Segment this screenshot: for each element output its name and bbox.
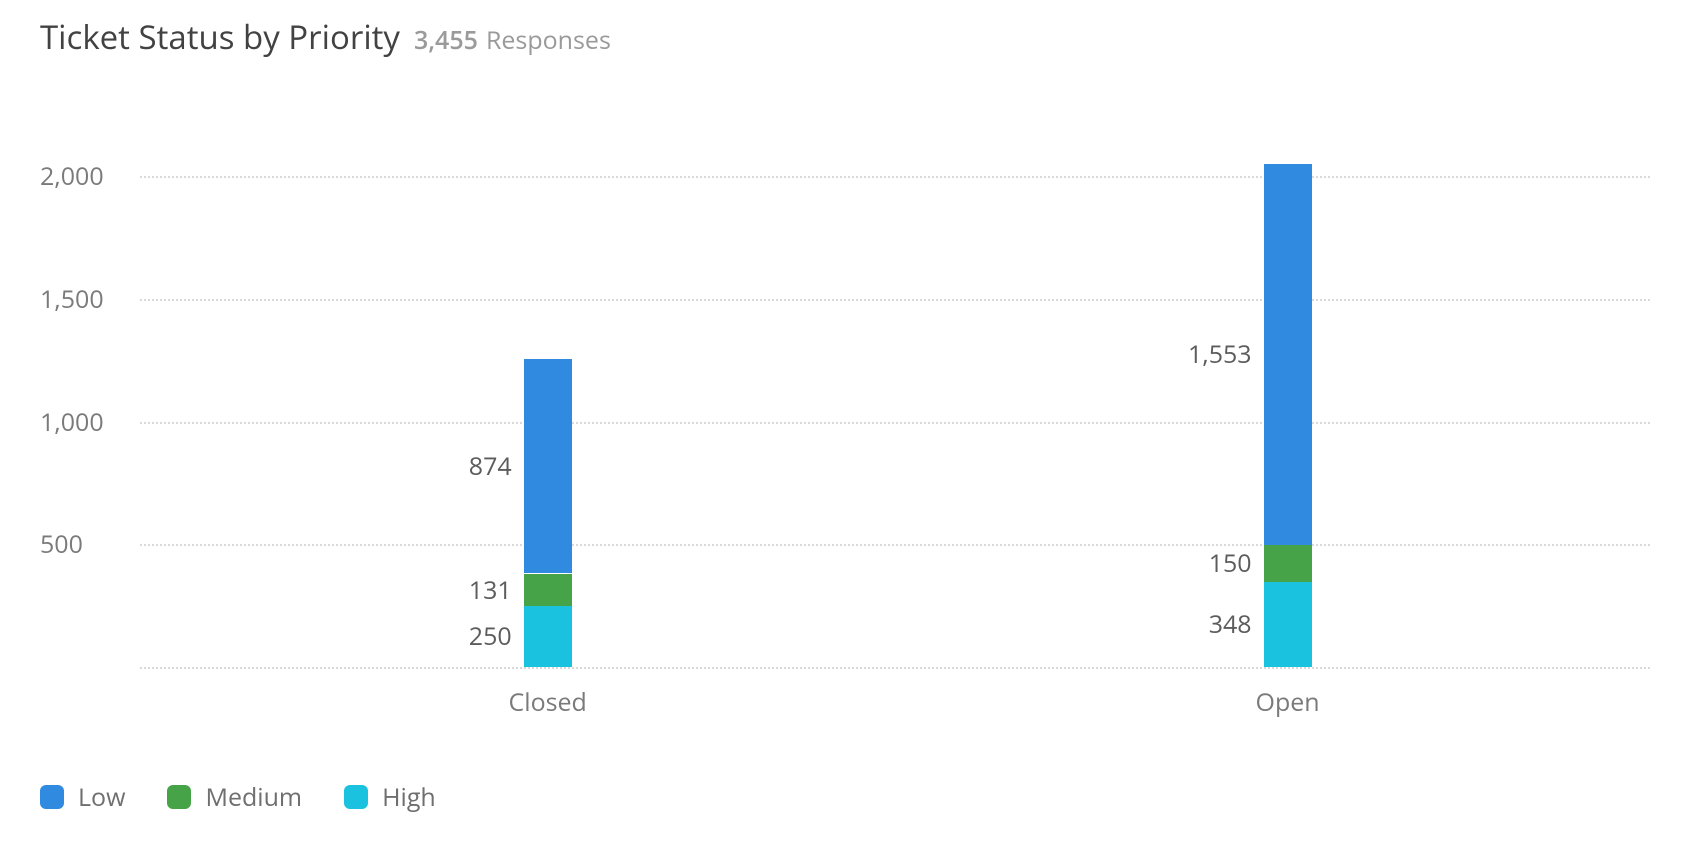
bar-segment-medium[interactable] xyxy=(1264,545,1312,582)
bar-value-label: 874 xyxy=(469,449,512,483)
legend-label: Low xyxy=(78,780,125,814)
legend: Low Medium High xyxy=(40,780,436,814)
legend-swatch xyxy=(344,785,368,809)
bar-segment-medium[interactable] xyxy=(524,574,572,606)
bar-column: 250131874 xyxy=(524,127,572,667)
bar-segment-low[interactable] xyxy=(524,359,572,574)
gridline xyxy=(140,299,1650,301)
y-axis-tick-label: 2,000 xyxy=(40,159,130,193)
legend-label: Medium xyxy=(205,780,302,814)
bar-value-label: 250 xyxy=(469,619,512,653)
y-axis-tick-label: 500 xyxy=(40,527,130,561)
y-axis-tick-label: 1,000 xyxy=(40,405,130,439)
responses-label: Responses xyxy=(486,23,611,57)
gridline xyxy=(140,544,1650,546)
chart-header: Ticket Status by Priority 3,455 Response… xyxy=(40,14,1660,59)
bar-value-label: 348 xyxy=(1209,607,1252,641)
x-axis-category-label: Closed xyxy=(509,685,587,719)
bar-segment-high[interactable] xyxy=(1264,582,1312,667)
chart-area: 5001,0001,5002,000250131874Closed3481501… xyxy=(40,67,1660,707)
bar-value-label: 131 xyxy=(469,573,512,607)
legend-label: High xyxy=(382,780,436,814)
bar-column: 3481501,553 xyxy=(1264,127,1312,667)
bar-value-label: 1,553 xyxy=(1188,337,1252,371)
legend-item-medium[interactable]: Medium xyxy=(167,780,302,814)
bar-value-label: 150 xyxy=(1209,546,1252,580)
legend-swatch xyxy=(40,785,64,809)
gridline xyxy=(140,667,1650,669)
legend-swatch xyxy=(167,785,191,809)
responses-count: 3,455 xyxy=(414,23,478,57)
gridline xyxy=(140,422,1650,424)
plot-region: 5001,0001,5002,000250131874Closed3481501… xyxy=(140,127,1650,667)
chart-card: Ticket Status by Priority 3,455 Response… xyxy=(0,0,1700,850)
gridline xyxy=(140,176,1650,178)
legend-item-high[interactable]: High xyxy=(344,780,436,814)
legend-item-low[interactable]: Low xyxy=(40,780,125,814)
bar-segment-high[interactable] xyxy=(524,606,572,667)
bar-segment-low[interactable] xyxy=(1264,164,1312,545)
y-axis-tick-label: 1,500 xyxy=(40,282,130,316)
chart-title: Ticket Status by Priority xyxy=(40,14,400,59)
x-axis-category-label: Open xyxy=(1256,685,1320,719)
